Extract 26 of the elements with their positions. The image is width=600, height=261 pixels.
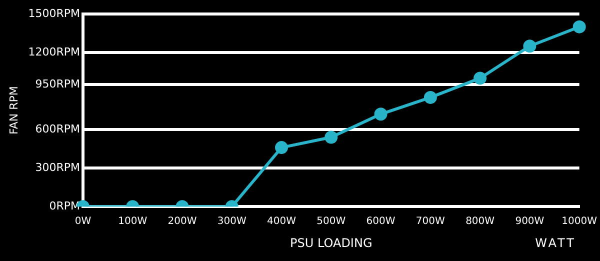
x-tick-label: 0W [74,216,92,228]
y-tick-label: 300RPM [35,160,80,174]
y-tick-label: 1200RPM [28,45,80,58]
x-tick-label: 500W [316,216,346,228]
x-tick-label: 600W [366,216,396,228]
point [523,40,536,53]
x-tick-label: 700W [416,216,446,228]
point [374,108,388,121]
x-axis-title: PSU LOADING [290,236,372,250]
x-tick-label: 300W [217,216,246,228]
x-tick-label: 900W [515,216,544,228]
y-tick-label: 600RPM [35,122,80,136]
text: WATT [535,236,576,250]
x-tick-label: 100W [118,216,148,228]
y-tick-label: 0RPM [49,199,80,212]
y-axis-title: FAN RPM [7,86,20,134]
y-tick-label: 1500RPM [28,6,80,20]
x-tick-label: 800W [466,216,495,228]
y-tick-label: 950RPM [35,77,80,90]
point [572,20,586,34]
point [474,72,487,85]
x-tick-label: 400W [267,216,296,228]
point [324,130,338,144]
x-tick-label: 1000W [562,216,598,228]
point [424,90,437,104]
x-tick-label: 200W [168,216,197,228]
